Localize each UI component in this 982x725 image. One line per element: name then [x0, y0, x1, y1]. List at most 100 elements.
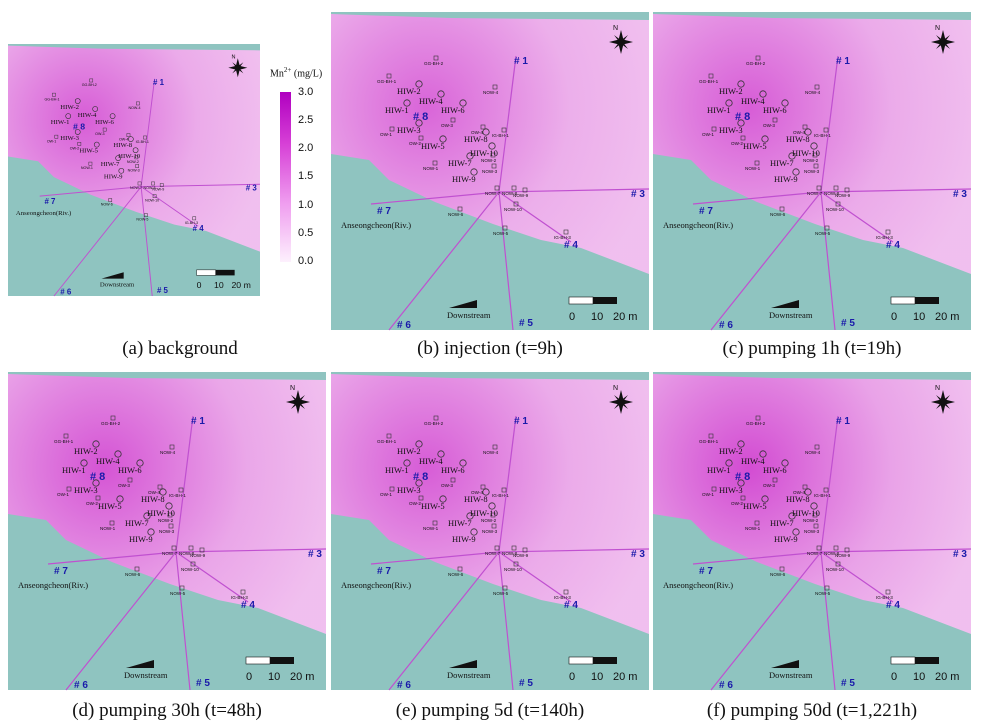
survey-line-label: # 5	[196, 678, 210, 689]
well-label: HIW-8	[464, 134, 488, 144]
well-marker	[779, 566, 785, 572]
scale-label: 20 m	[613, 671, 637, 683]
well-marker	[167, 512, 173, 518]
caption-c: (c) pumping 1h (t=19h)	[722, 338, 902, 359]
scale-label: 10	[591, 311, 603, 323]
well-marker	[563, 229, 569, 235]
well-label: NOW-4	[805, 90, 821, 95]
survey-line-label: # 4	[886, 240, 900, 251]
well-label: HIW-6	[441, 465, 465, 475]
caption-e: (e) pumping 5d (t=140h)	[395, 700, 585, 721]
well-label: GG-BH-1	[699, 79, 719, 84]
survey-line-label: # 7	[44, 197, 56, 206]
well-marker	[772, 477, 778, 483]
north-label: N	[613, 385, 618, 392]
river-band	[8, 156, 260, 296]
well-label: NOW-8	[824, 191, 840, 196]
north-label: N	[613, 25, 618, 32]
river-label: Anseongcheon(Riv.)	[16, 210, 71, 217]
well-label: GG-BH-2	[424, 61, 444, 66]
survey-line	[498, 415, 517, 553]
well-label: IG-BH-1	[492, 493, 509, 498]
legend-tick-2-5: 2.5	[298, 114, 314, 126]
well-marker	[135, 164, 139, 168]
survey-line-label: # 8	[413, 471, 428, 483]
well-marker	[755, 415, 761, 421]
well-marker	[52, 92, 56, 97]
well-marker	[513, 561, 519, 567]
well-label: NOW-8	[502, 551, 518, 556]
well-marker	[65, 113, 72, 119]
survey-line-label: # 7	[377, 206, 391, 217]
well-marker	[781, 459, 789, 467]
well-marker	[118, 167, 125, 174]
survey-line	[820, 191, 894, 243]
survey-line-label: # 1	[836, 416, 850, 427]
well-marker	[240, 589, 246, 595]
scale-bar	[915, 657, 939, 664]
well-label: HIW-7	[448, 158, 472, 168]
well-marker	[80, 459, 88, 467]
well-label: HIW-10	[792, 148, 820, 158]
survey-line-label: # 8	[735, 471, 750, 483]
legend-tick-0-0: 0.0	[298, 255, 314, 267]
well-label: OW-4	[148, 490, 160, 495]
well-label: NOW-5	[815, 231, 831, 236]
river-band	[331, 154, 649, 330]
map-canvas: # 1# 3# 4# 5# 6# 7# 8HIW-1HIW-2HIW-3HIW-…	[653, 372, 972, 691]
well-label: NOW-6	[770, 572, 786, 577]
well-label: HIW-4	[96, 456, 120, 466]
well-label: HIW-9	[774, 534, 798, 544]
well-label: HIW-5	[743, 501, 767, 511]
legend-tick-2-0: 2.0	[298, 142, 314, 154]
scale-bar	[890, 656, 916, 665]
well-label: OW-3	[441, 123, 453, 128]
well-label: NOW-3	[159, 529, 175, 534]
well-marker	[563, 589, 569, 595]
well-marker	[501, 127, 507, 133]
well-label: NOW-1	[423, 166, 439, 171]
river-label: Anseongcheon(Riv.)	[341, 580, 411, 590]
well-marker	[457, 206, 463, 212]
well-label: HIW-9	[104, 174, 123, 181]
well-label: HIW-10	[470, 508, 498, 518]
well-label: NOW-3	[482, 529, 498, 534]
survey-line	[820, 551, 894, 603]
scale-label: 0	[569, 311, 575, 323]
well-marker	[102, 127, 107, 132]
scale-label: 0	[246, 671, 252, 683]
well-marker	[711, 486, 717, 492]
downstream-arrow	[771, 660, 799, 668]
survey-line	[498, 551, 572, 603]
well-marker	[814, 444, 820, 450]
well-marker	[511, 185, 517, 191]
well-marker	[143, 512, 151, 520]
downstream-label: Downstream	[769, 670, 813, 680]
well-label: NOW-2	[803, 158, 819, 163]
well-marker	[833, 185, 839, 191]
survey-line-label: # 3	[246, 184, 258, 193]
survey-line-label: # 6	[60, 287, 72, 296]
well-label: NOW-1	[100, 526, 116, 531]
well-label: NOW-3	[804, 169, 820, 174]
well-label: GG-BH-2	[101, 421, 121, 426]
well-marker	[109, 520, 115, 526]
well-label: HIW-5	[421, 501, 445, 511]
well-marker	[132, 147, 139, 154]
survey-line	[820, 188, 972, 193]
well-label: OW-1	[702, 492, 714, 497]
well-label: GG-BH-1	[54, 439, 74, 444]
well-label: NOW-5	[136, 218, 148, 222]
well-marker	[143, 135, 147, 140]
well-label: GG-BH-1	[377, 79, 397, 84]
well-marker	[816, 545, 822, 551]
survey-line-label: # 5	[519, 318, 533, 329]
well-label: NOW-6	[125, 572, 141, 577]
well-label: HIW-1	[62, 465, 86, 475]
well-marker	[810, 142, 818, 150]
survey-line	[820, 551, 836, 691]
well-marker	[415, 119, 423, 127]
well-marker	[513, 201, 519, 207]
well-label: HIW-3	[397, 485, 421, 495]
well-marker	[386, 433, 392, 439]
